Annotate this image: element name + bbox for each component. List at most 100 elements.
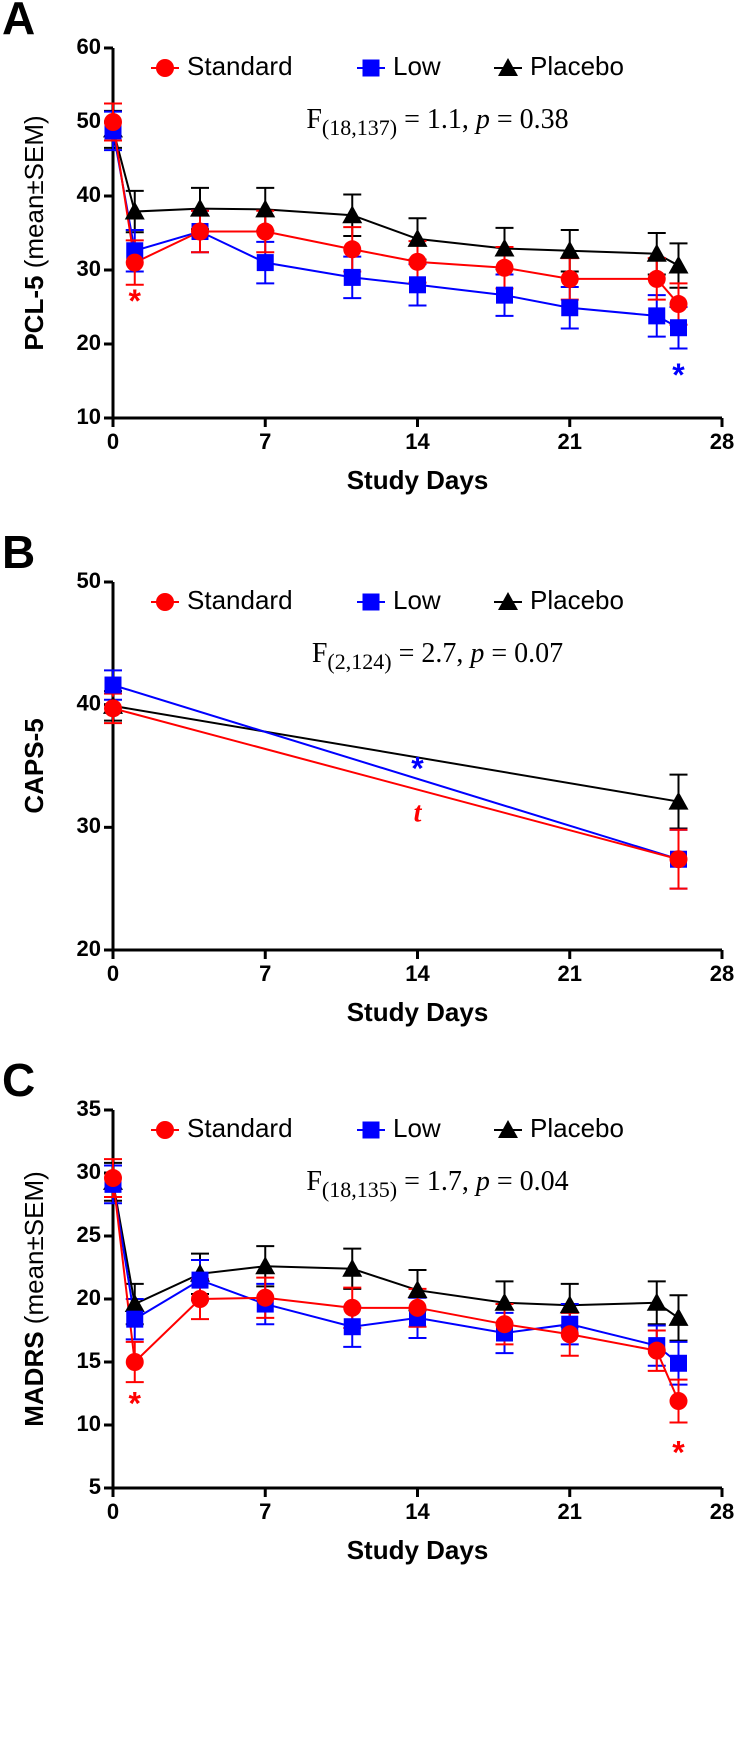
x-axis-label: Study Days <box>347 1535 489 1565</box>
x-tick-label: 7 <box>259 1499 271 1524</box>
marker <box>647 1341 666 1360</box>
statistic: F(18,137) = 1.1, p = 0.38 <box>306 104 568 140</box>
y-tick-label: 40 <box>77 182 101 207</box>
marker <box>191 1271 209 1289</box>
y-axis-label-main: CAPS-5 <box>19 718 49 813</box>
series-line <box>112 684 679 861</box>
marker <box>256 222 275 241</box>
legend-label: Low <box>393 1113 441 1143</box>
annotation: * <box>411 750 424 786</box>
marker <box>647 269 666 288</box>
y-axis-label-space <box>19 1324 49 1331</box>
series-line <box>112 1184 680 1365</box>
panel: B 20 30 40 50 0 7 14 21 28 Study Days CAPS-5 F(2,124… <box>2 526 734 1027</box>
marker <box>495 1315 514 1334</box>
x-tick-label: 14 <box>405 1499 430 1524</box>
marker <box>407 228 428 247</box>
marker <box>124 1294 145 1313</box>
y-tick-label: 60 <box>77 34 101 59</box>
y-axis-label-main: MADRS <box>19 1331 49 1426</box>
marker <box>342 205 363 224</box>
legend-label: Placebo <box>530 51 624 81</box>
y-axis-label-space <box>19 268 49 275</box>
y-tick-label: 50 <box>77 568 101 593</box>
marker <box>343 1318 361 1336</box>
y-tick-label: 25 <box>77 1222 101 1247</box>
x-tick-label: 0 <box>107 429 119 454</box>
series-line <box>112 707 679 861</box>
annotation: * <box>672 357 685 393</box>
marker <box>408 252 427 271</box>
series-line <box>112 130 679 329</box>
y-tick-label: 20 <box>77 1285 101 1310</box>
legend-label: Standard <box>187 1113 293 1143</box>
marker <box>561 299 579 317</box>
x-tick-label: 0 <box>107 961 119 986</box>
x-axis-label: Study Days <box>347 465 489 495</box>
y-tick-label: 30 <box>77 1159 101 1184</box>
statistic: F(18,135) = 1.7, p = 0.04 <box>306 1166 568 1202</box>
y-axis-label-main: PCL-5 <box>19 276 49 351</box>
marker <box>104 676 122 694</box>
statistic-part: = 0.07 <box>484 638 563 669</box>
x-tick-label: 0 <box>107 1499 119 1524</box>
statistic-part: (2,124) <box>327 649 391 674</box>
marker <box>104 113 122 131</box>
y-axis-label-note: (mean±SEM) <box>19 115 49 268</box>
marker <box>668 791 689 810</box>
statistic-part: p <box>474 1166 490 1197</box>
marker <box>669 1392 688 1411</box>
legend-label: Standard <box>187 51 293 81</box>
y-tick-label: 10 <box>77 1411 101 1436</box>
y-axis-label-note: (mean±SEM) <box>19 1171 49 1324</box>
series-line <box>112 1177 680 1402</box>
marker <box>104 1169 122 1188</box>
statistic-part: = 0.38 <box>490 104 569 135</box>
y-tick-label: 30 <box>77 813 101 838</box>
marker <box>343 240 362 259</box>
x-tick-label: 21 <box>558 1499 582 1524</box>
statistic-part: p <box>474 104 490 135</box>
marker <box>494 238 515 257</box>
marker <box>670 1354 687 1372</box>
y-tick-label: 15 <box>77 1348 101 1373</box>
legend-label: Low <box>393 585 441 615</box>
statistic-part: = 0.04 <box>490 1166 569 1197</box>
x-tick-label: 28 <box>710 1499 734 1524</box>
legend-label: Placebo <box>530 585 624 615</box>
y-axis-label: MADRS (mean±SEM) <box>19 1171 49 1427</box>
y-tick-label: 40 <box>77 690 101 715</box>
statistic-part: F <box>306 104 322 135</box>
annotation: t <box>414 797 423 828</box>
legend-label: Standard <box>187 585 293 615</box>
marker <box>126 1310 144 1328</box>
y-tick-label: 30 <box>77 256 101 281</box>
marker <box>646 1292 667 1311</box>
y-tick-label: 35 <box>77 1096 101 1121</box>
panel: C 5 10 15 20 25 30 35 0 7 14 21 28 Study Days MADRS (m… <box>2 1054 734 1565</box>
x-tick-label: 14 <box>405 429 430 454</box>
marker <box>407 1280 428 1299</box>
y-tick-label: 50 <box>77 108 101 133</box>
marker <box>409 276 426 294</box>
y-axis-label: CAPS-5 <box>19 718 49 813</box>
annotation: * <box>129 283 142 319</box>
panel-letter: C <box>2 1054 35 1106</box>
series-line <box>112 704 679 803</box>
marker <box>104 699 122 718</box>
marker <box>343 1298 362 1317</box>
x-tick-label: 28 <box>710 961 734 986</box>
marker <box>255 1256 276 1275</box>
marker <box>495 258 514 277</box>
marker <box>256 1288 275 1307</box>
y-axis-label: PCL-5 (mean±SEM) <box>19 115 49 350</box>
x-tick-label: 21 <box>558 429 582 454</box>
marker <box>559 240 580 259</box>
marker <box>560 269 579 288</box>
x-tick-label: 21 <box>558 961 582 986</box>
marker <box>191 222 209 241</box>
marker <box>668 1307 689 1326</box>
panel: A 10 20 30 40 50 60 0 7 14 21 28 Study Days PCL-5 (me… <box>2 0 734 495</box>
statistic-part: (18,137) <box>322 115 397 140</box>
marker <box>560 1325 579 1344</box>
